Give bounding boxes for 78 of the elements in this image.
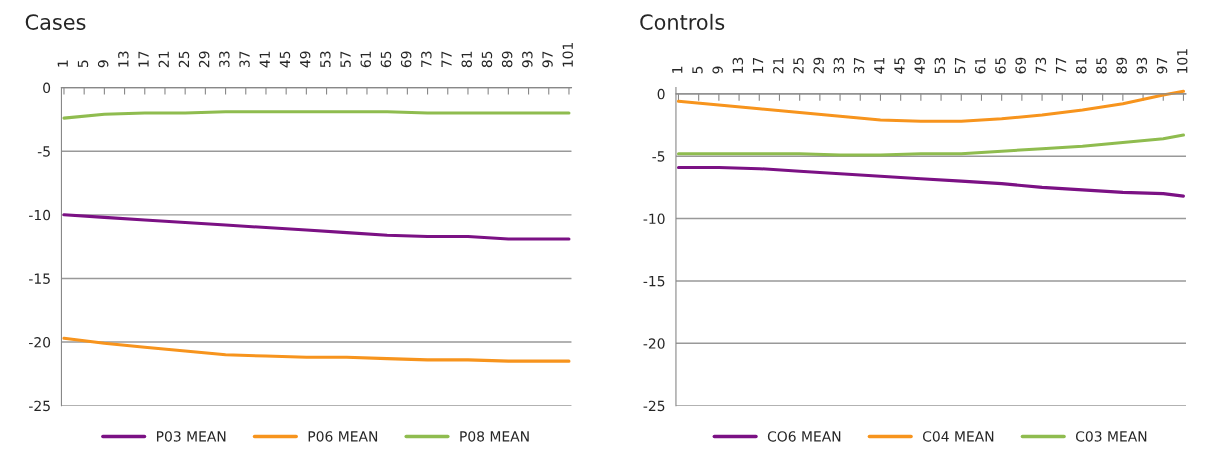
x-tick-label: 85 <box>1096 57 1107 74</box>
x-tick-label: 81 <box>461 51 472 68</box>
x-tick-label: 57 <box>954 57 966 74</box>
x-tick-label: 69 <box>400 51 412 68</box>
y-tick-label: -10 <box>29 209 51 221</box>
line-series <box>676 133 1185 157</box>
x-tick-label: 97 <box>542 51 553 68</box>
y-tick-label: -15 <box>29 273 50 284</box>
x-tick-label: 93 <box>1136 57 1148 74</box>
x-tick-label: 89 <box>1116 57 1127 74</box>
x-tick-label: 57 <box>340 51 351 68</box>
legend-label: P03 MEAN <box>156 431 226 442</box>
y-tick-label: -5 <box>652 151 665 162</box>
x-tick-label: 29 <box>198 51 210 68</box>
y-tick-label: -5 <box>37 146 50 157</box>
x-tick-label: 49 <box>299 51 311 68</box>
line-series <box>62 110 571 120</box>
x-tick-label: 73 <box>1035 57 1047 74</box>
x-tick-label: 5 <box>692 66 703 74</box>
x-tick-label: 97 <box>1156 57 1168 74</box>
line-series <box>676 165 1185 198</box>
x-tick-label: 9 <box>97 60 109 68</box>
x-tick-label: 1 <box>672 66 683 73</box>
x-tick-label: 65 <box>380 51 392 68</box>
legend-label: C04 MEAN <box>922 431 994 442</box>
x-tick-label: 61 <box>360 51 371 68</box>
x-tick-label: 65 <box>995 57 1006 74</box>
x-tick-label: 29 <box>813 57 824 74</box>
line-series <box>62 336 571 363</box>
x-tick-label: 21 <box>773 57 784 74</box>
x-tick-label: 1 <box>57 60 68 67</box>
y-tick-label: -10 <box>643 213 665 225</box>
x-tick-label: 37 <box>853 57 865 74</box>
chart-title: Cases <box>25 14 86 30</box>
x-tick-label: 73 <box>421 51 432 68</box>
x-tick-label: 45 <box>279 51 291 68</box>
x-tick-label: 41 <box>259 51 270 68</box>
x-tick-label: 17 <box>138 51 149 67</box>
x-tick-label: 25 <box>178 51 190 68</box>
legend-label: C03 MEAN <box>1075 431 1147 442</box>
x-tick-label: 33 <box>833 57 845 74</box>
x-tick-label: 17 <box>752 57 764 73</box>
x-tick-label: 101 <box>562 42 573 67</box>
x-tick-label: 9 <box>712 66 723 74</box>
x-tick-label: 69 <box>1015 57 1026 74</box>
x-tick-label: 5 <box>77 60 89 68</box>
x-tick-label: 89 <box>501 51 513 68</box>
y-tick-label: -15 <box>643 276 665 287</box>
x-tick-label: 101 <box>1176 49 1188 73</box>
x-tick-label: 53 <box>320 51 331 68</box>
x-tick-label: 61 <box>974 57 986 74</box>
x-tick-label: 85 <box>481 51 493 68</box>
legend-label: CO6 MEAN <box>767 431 841 442</box>
x-tick-label: 33 <box>219 51 230 68</box>
y-tick-label: 0 <box>43 82 51 94</box>
line-series <box>62 213 571 241</box>
legend-label: P08 MEAN <box>460 431 529 442</box>
x-tick-label: 77 <box>1055 57 1067 74</box>
y-tick-label: 0 <box>657 88 665 100</box>
x-tick-label: 45 <box>894 57 905 74</box>
x-tick-label: 93 <box>522 51 533 68</box>
x-tick-label: 77 <box>441 51 452 68</box>
x-tick-label: 25 <box>793 57 804 74</box>
x-tick-label: 21 <box>158 51 169 68</box>
chart-title: Controls <box>640 13 725 30</box>
x-tick-label: 13 <box>732 57 744 73</box>
x-tick-label: 41 <box>874 57 885 74</box>
line-series <box>676 89 1185 123</box>
x-tick-label: 53 <box>934 57 946 74</box>
x-tick-label: 49 <box>914 57 925 74</box>
y-tick-label: -20 <box>643 338 665 349</box>
x-tick-label: 13 <box>118 51 129 67</box>
y-tick-label: -20 <box>29 337 51 348</box>
y-tick-label: -25 <box>643 400 665 412</box>
legend-label: P06 MEAN <box>308 431 378 442</box>
x-tick-label: 37 <box>239 51 250 68</box>
y-tick-label: -25 <box>29 400 50 412</box>
x-tick-label: 81 <box>1075 57 1087 74</box>
